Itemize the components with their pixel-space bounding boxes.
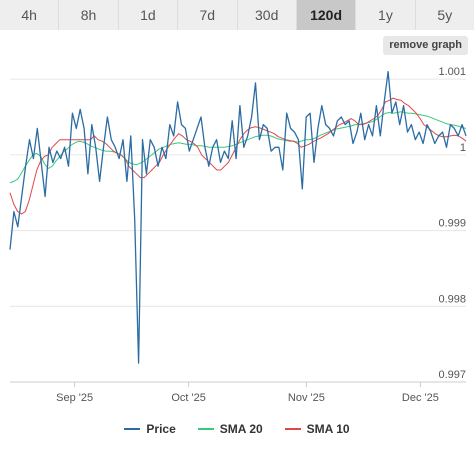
- timeframe-tabs: 4h 8h 1d 7d 30d 120d 1y 5y: [0, 0, 474, 30]
- y-tick-label: 0.998: [438, 293, 466, 305]
- tab-8h[interactable]: 8h: [59, 0, 119, 30]
- x-tick-label: Nov '25: [288, 392, 325, 404]
- tab-5y[interactable]: 5y: [415, 0, 474, 30]
- x-tick-label: Oct '25: [171, 392, 206, 404]
- y-tick-label: 0.999: [438, 218, 466, 230]
- legend-swatch: [124, 428, 141, 430]
- chart-legend: Price SMA 20 SMA 10: [0, 420, 474, 438]
- remove-graph-button[interactable]: remove graph: [383, 36, 468, 55]
- x-tick-label: Sep '25: [56, 392, 93, 404]
- tab-4h[interactable]: 4h: [0, 0, 60, 30]
- tab-30d[interactable]: 30d: [237, 0, 297, 30]
- legend-item-sma-20[interactable]: SMA 20: [197, 420, 263, 438]
- tab-1d[interactable]: 1d: [118, 0, 179, 30]
- series-line-sma-10: [9, 97, 467, 215]
- series-line-sma-20: [9, 111, 467, 184]
- tab-120d[interactable]: 120d: [296, 0, 357, 30]
- series-line-price: [9, 70, 467, 364]
- legend-swatch: [284, 428, 301, 430]
- y-tick-label: 1.001: [438, 66, 466, 78]
- tab-1y[interactable]: 1y: [356, 0, 416, 30]
- y-tick-label: 0.997: [438, 369, 466, 381]
- legend-label: Price: [146, 422, 176, 436]
- legend-label: SMA 20: [219, 422, 263, 436]
- legend-swatch: [197, 428, 214, 430]
- legend-item-price[interactable]: Price: [124, 420, 176, 438]
- x-tick-label: Dec '25: [402, 392, 439, 404]
- y-tick-label: 1: [460, 142, 466, 154]
- legend-item-sma-10[interactable]: SMA 10: [284, 420, 350, 438]
- legend-label: SMA 10: [306, 422, 350, 436]
- tab-7d[interactable]: 7d: [178, 0, 238, 30]
